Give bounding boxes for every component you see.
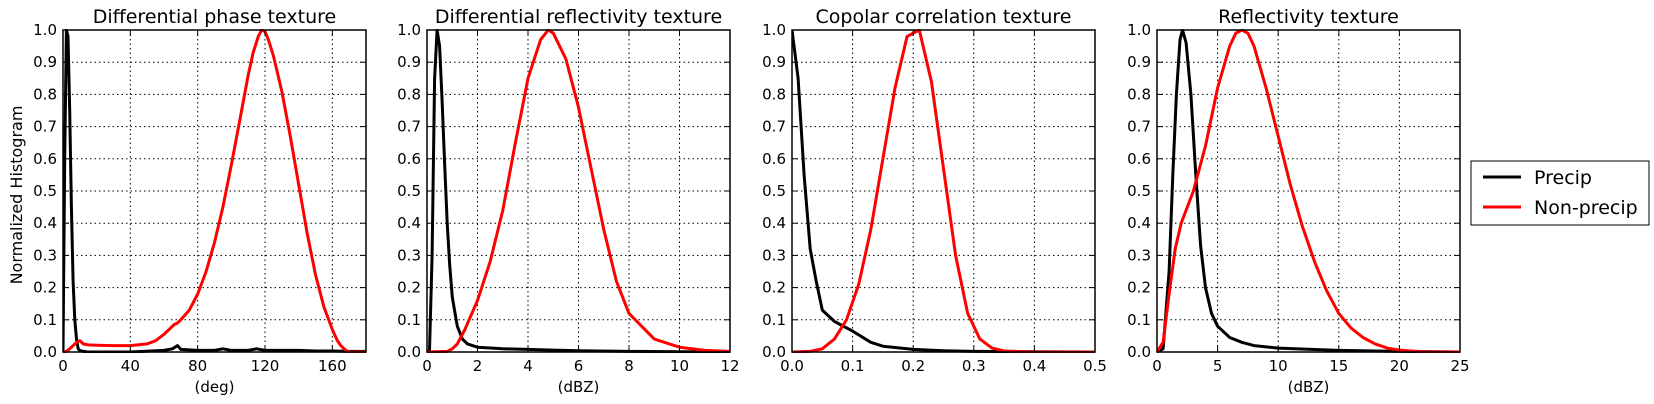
y-tick-label: 0.3 [33, 246, 57, 264]
y-tick-label: 0.8 [762, 85, 786, 103]
x-tick-label: 0.4 [1022, 357, 1046, 375]
y-tick-label: 0.5 [33, 182, 57, 200]
x-tick-label: 0 [1152, 357, 1162, 375]
series-line-precip [1157, 29, 1460, 353]
y-tick-label: 0.7 [1127, 118, 1151, 136]
legend-label-precip: Precip [1534, 167, 1592, 189]
x-tick-label: 6 [574, 357, 584, 375]
y-tick-label: 0.5 [762, 182, 786, 200]
y-tick-label: 0.0 [1127, 343, 1151, 361]
x-tick-label: 0.1 [841, 357, 865, 375]
y-tick-label: 0.2 [762, 279, 786, 297]
chart-panel-2: 0.0 0.1 0.2 0.3 0.4 0.5 0.0 0.1 0.2 0.3 0.4 0.5 0.6 0… [762, 6, 1107, 375]
figure-ylabel: Normalized Histogram [7, 106, 26, 285]
x-tick-label: 5 [1213, 357, 1223, 375]
y-tick-label: 0.4 [762, 214, 786, 232]
chart-title: Reflectivity texture [1218, 6, 1399, 28]
chart-panel-1: 0 2 4 6 8 10 12 0.0 0.1 0.2 0.3 0.4 0.5 0.6 0.7 0.8 0.9 1… [397, 6, 739, 396]
x-tick-label: 80 [188, 357, 207, 375]
x-tick-label: 10 [670, 357, 689, 375]
y-tick-label: 0.6 [33, 150, 57, 168]
legend: Precip Non-precip [1470, 160, 1650, 226]
x-tick-label: 4 [523, 357, 533, 375]
series-line-non-precip [63, 29, 366, 353]
y-tick-label: 0.3 [397, 246, 421, 264]
chart-title: Differential reflectivity texture [435, 6, 722, 28]
series-line-precip [792, 29, 1095, 353]
y-tick-label: 0.5 [397, 182, 421, 200]
y-tick-label: 0.9 [1127, 53, 1151, 71]
x-tick-label: 20 [1390, 357, 1409, 375]
y-tick-label: 0.7 [33, 118, 57, 136]
y-tick-label: 0.0 [762, 343, 786, 361]
chart-panel-3: 0 5 10 15 20 25 0.0 0.1 0.2 0.3 0.4 0.5 0.6 0.7 0.8 0.9… [1127, 6, 1469, 396]
x-axis-label: (deg) [195, 378, 235, 396]
x-tick-label: 120 [251, 357, 280, 375]
y-tick-label: 0.0 [397, 343, 421, 361]
y-tick-label: 0.4 [1127, 214, 1151, 232]
y-tick-label: 0.6 [1127, 150, 1151, 168]
x-tick-label: 0 [58, 357, 68, 375]
y-tick-label: 1.0 [33, 21, 57, 39]
x-axis-label: (dBZ) [1288, 378, 1330, 396]
x-tick-label: 160 [318, 357, 347, 375]
legend-label-non-precip: Non-precip [1534, 197, 1638, 219]
charts-layer: 0 40 80 120 1600.00.10.20.30.40.50.60.70.80.… [33, 6, 1469, 396]
y-tick-label: 0.3 [1127, 246, 1151, 264]
series-line-precip [63, 29, 366, 353]
y-tick-label: 0.1 [762, 311, 786, 329]
y-tick-label: 0.2 [1127, 279, 1151, 297]
x-tick-label: 12 [720, 357, 739, 375]
series-line-precip [427, 29, 730, 353]
y-tick-label: 0.6 [762, 150, 786, 168]
y-tick-label: 1.0 [1127, 21, 1151, 39]
y-tick-label: 0.1 [33, 311, 57, 329]
y-tick-label: 1.0 [762, 21, 786, 39]
y-tick-label: 1.0 [397, 21, 421, 39]
y-tick-label: 0.3 [762, 246, 786, 264]
y-tick-label: 0.2 [397, 279, 421, 297]
y-tick-label: 0.9 [33, 53, 57, 71]
y-tick-label: 0.4 [397, 214, 421, 232]
y-tick-label: 0.9 [762, 53, 786, 71]
chart-title: Differential phase texture [93, 6, 337, 28]
x-axis-label: (dBZ) [558, 378, 600, 396]
x-tick-label: 40 [121, 357, 140, 375]
y-tick-label: 0.8 [397, 85, 421, 103]
x-tick-label: 10 [1269, 357, 1288, 375]
legend-frame [1470, 160, 1650, 226]
y-tick-label: 0.5 [1127, 182, 1151, 200]
chart-title: Copolar correlation texture [816, 6, 1072, 28]
y-tick-label: 0.1 [1127, 311, 1151, 329]
y-tick-label: 0.8 [33, 85, 57, 103]
x-tick-label: 0.5 [1083, 357, 1107, 375]
x-tick-label: 25 [1450, 357, 1469, 375]
x-tick-label: 0.0 [780, 357, 804, 375]
y-tick-label: 0.0 [33, 343, 57, 361]
x-tick-label: 0.3 [962, 357, 986, 375]
x-tick-label: 8 [624, 357, 634, 375]
y-tick-label: 0.9 [397, 53, 421, 71]
y-tick-label: 0.7 [762, 118, 786, 136]
y-tick-label: 0.8 [1127, 85, 1151, 103]
x-tick-label: 2 [473, 357, 483, 375]
chart-panel-0: 0 40 80 120 160 0.0 0.1 0.2 0.3 0.4 0.5 0.6 0.7 0.8 0.… [33, 6, 367, 396]
y-tick-label: 0.1 [397, 311, 421, 329]
y-tick-label: 0.6 [397, 150, 421, 168]
x-tick-label: 15 [1329, 357, 1348, 375]
series-line-non-precip [1157, 29, 1460, 353]
y-tick-label: 0.4 [33, 214, 57, 232]
x-tick-label: 0.2 [901, 357, 925, 375]
x-tick-label: 0 [422, 357, 432, 375]
y-tick-label: 0.2 [33, 279, 57, 297]
y-tick-label: 0.7 [397, 118, 421, 136]
